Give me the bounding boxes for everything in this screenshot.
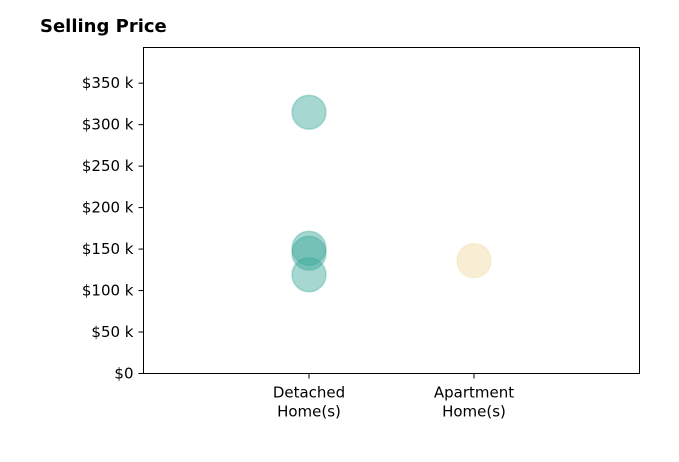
axis-layer: $0 $50 k $100 k $150 k $200 k $250 k $300 k $35… (82, 74, 514, 420)
marks-layer (291, 94, 492, 293)
y-tick-label: $300 k (82, 116, 134, 134)
y-tick-label: $250 k (82, 157, 134, 175)
y-tick-label: $150 k (82, 240, 134, 258)
data-point (291, 257, 327, 293)
plot-frame (143, 47, 640, 374)
y-tick-label: $100 k (82, 282, 134, 300)
y-tick-label: $350 k (82, 74, 134, 92)
x-tick-label: Apartment Home(s) (434, 384, 514, 421)
chart-title: Selling Price (40, 16, 167, 37)
data-point (291, 235, 327, 271)
data-point (291, 230, 327, 266)
data-point (291, 94, 327, 130)
data-point (456, 242, 492, 279)
y-tick-label: $200 k (82, 199, 134, 217)
y-tick-label: $50 k (91, 323, 133, 341)
x-tick-label: Detached Home(s) (273, 384, 345, 421)
y-tick-label: $0 (114, 365, 133, 383)
